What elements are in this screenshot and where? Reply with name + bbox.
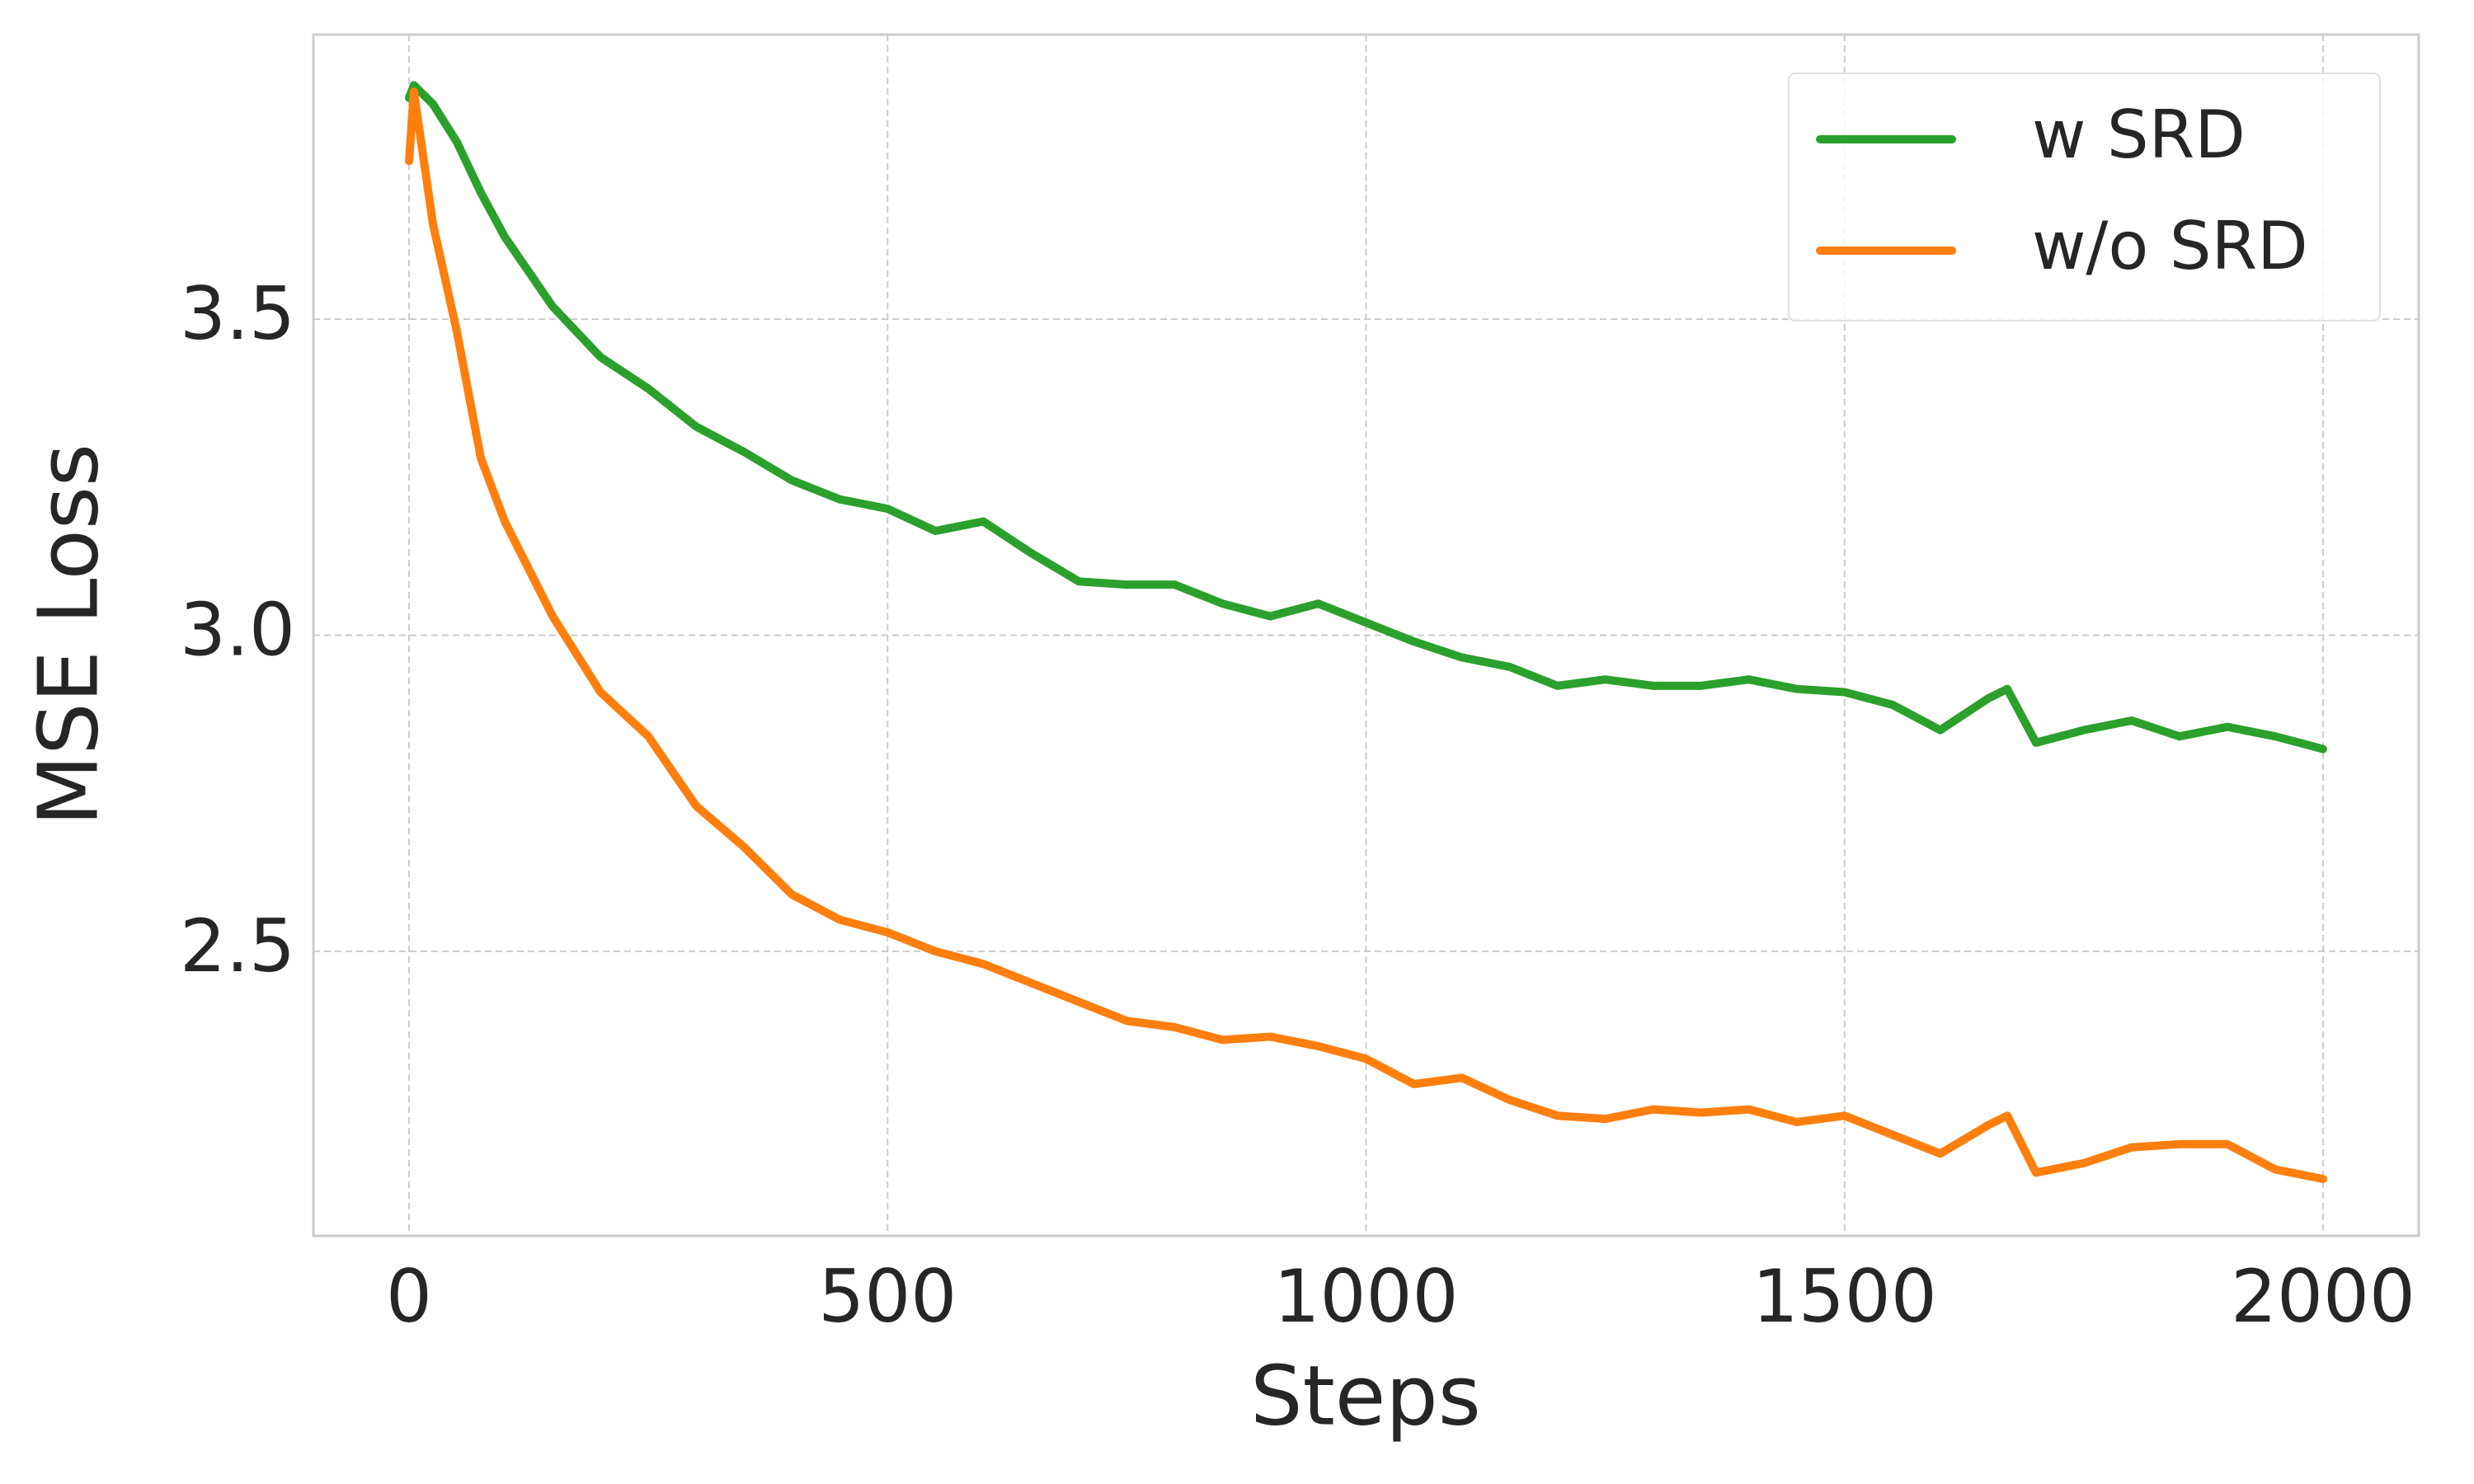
line-series	[405, 81, 2327, 754]
x-tick-label: 2000	[2231, 1254, 2415, 1339]
legend-label: w/o SRD	[2032, 208, 2308, 284]
legend-label: w SRD	[2032, 96, 2246, 173]
plot-frame	[312, 33, 2420, 1237]
line-series	[405, 87, 2327, 1183]
y-tick-label: 3.0	[180, 587, 295, 672]
y-tick-label: 2.5	[180, 904, 295, 989]
y-tick-label: 3.5	[180, 271, 295, 356]
x-tick-label: 0	[386, 1254, 432, 1339]
x-axis-label: Steps	[1250, 1347, 1481, 1444]
y-axis-label: MSE Loss	[20, 444, 116, 826]
x-tick-label: 1000	[1274, 1254, 1459, 1339]
x-tick-label: 500	[818, 1254, 957, 1339]
x-tick-label: 1500	[1752, 1254, 1937, 1339]
